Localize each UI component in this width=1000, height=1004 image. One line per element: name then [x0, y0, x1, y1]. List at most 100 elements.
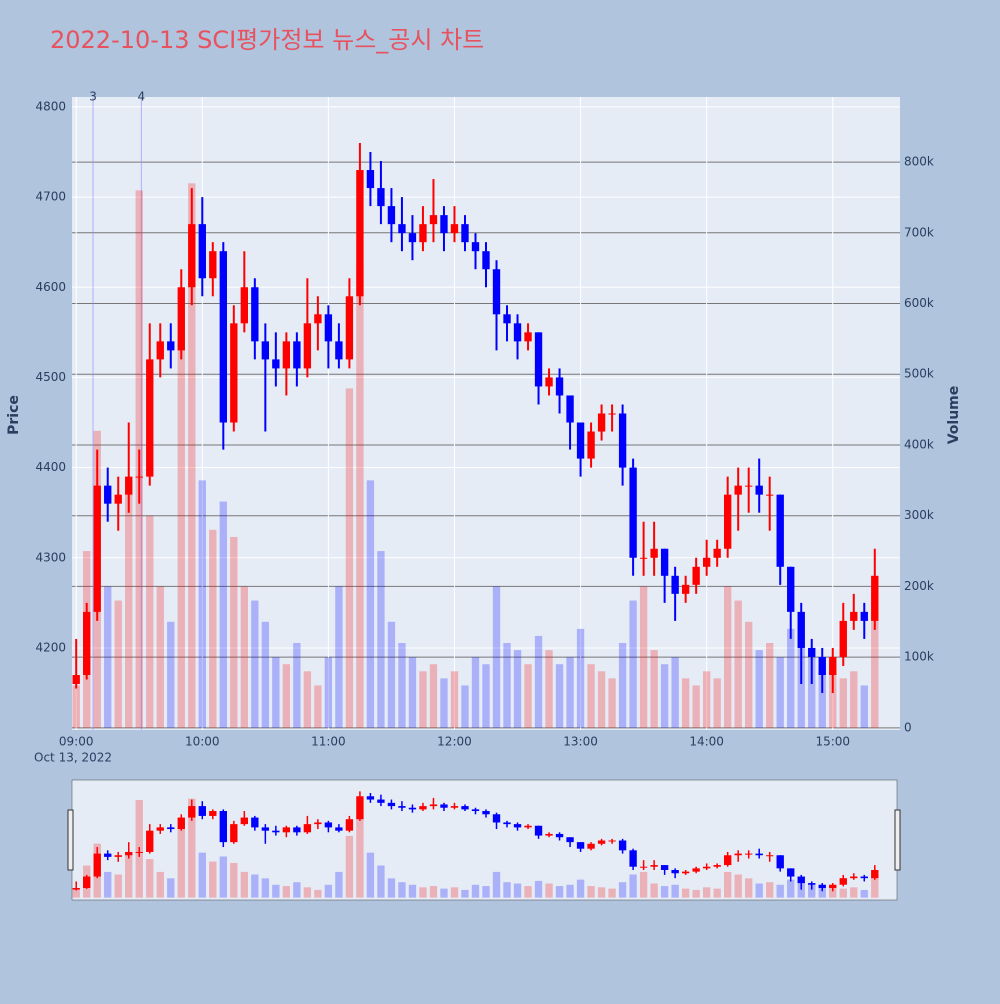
slider-body — [83, 876, 91, 889]
slider-volume-bar — [702, 887, 711, 898]
slider-body — [198, 806, 206, 816]
candle-body — [366, 170, 375, 189]
volume-bar — [335, 586, 343, 728]
slider-volume-bar — [440, 888, 448, 898]
slider-handle[interactable] — [894, 809, 901, 871]
volume-bar — [293, 643, 301, 728]
slider-body — [587, 843, 595, 849]
candle-body — [314, 314, 322, 324]
slider-body — [104, 853, 112, 857]
slider-body — [356, 796, 364, 820]
volume-bar — [660, 664, 669, 728]
candle-body — [534, 332, 543, 387]
slider-handle[interactable] — [67, 809, 74, 871]
volume-bar — [513, 650, 522, 728]
volume-bar — [576, 628, 585, 728]
candle-body — [734, 485, 742, 495]
slider-volume-bar — [524, 886, 532, 898]
slider-volume-bar — [461, 889, 469, 898]
slider-volume-bar — [377, 865, 385, 898]
candle-body — [251, 287, 259, 342]
candle-body — [818, 656, 826, 675]
slider-body — [419, 806, 427, 810]
slider-volume-bar — [408, 884, 417, 898]
volume-bar — [72, 685, 80, 728]
slider-volume-bar — [188, 798, 196, 898]
candle-body — [745, 485, 753, 487]
slider-volume-bar — [545, 883, 553, 898]
slider-body — [492, 814, 501, 823]
slider-volume-bar — [219, 856, 227, 898]
candle-body — [356, 170, 364, 297]
slider-body — [829, 884, 837, 889]
slider-body — [692, 868, 700, 872]
slider-volume-bar — [639, 871, 648, 898]
volume-bar — [608, 678, 616, 728]
slider-volume-bar — [723, 871, 732, 898]
candle-body — [471, 242, 480, 252]
slider-body — [808, 883, 816, 885]
slider-volume-bar — [125, 852, 133, 898]
candle-body — [303, 323, 312, 369]
candle-body — [860, 611, 868, 621]
slider-body — [713, 865, 721, 867]
volume-bar — [482, 664, 490, 728]
y2-tick-label: 100k — [904, 650, 934, 664]
x-tick-label: 09:00 — [59, 735, 94, 749]
slider-body — [745, 853, 753, 855]
slider-body — [545, 833, 553, 836]
slider-body — [345, 819, 354, 831]
slider-body — [135, 851, 143, 853]
slider-volume-bar — [293, 882, 301, 898]
slider-volume-bar — [513, 883, 522, 898]
candle-body — [135, 476, 143, 478]
slider-volume-bar — [492, 871, 501, 898]
slider-volume-bar — [450, 887, 459, 898]
x-tick-label: 12:00 — [437, 735, 472, 749]
slider-volume-bar — [282, 886, 291, 898]
y2-tick-label: 400k — [904, 437, 934, 451]
candle-body — [839, 620, 847, 657]
slider-volume-bar — [745, 878, 753, 898]
candle-body — [450, 224, 459, 234]
candle-body — [723, 494, 732, 549]
candle-body — [660, 548, 669, 576]
volume-bar — [492, 586, 501, 728]
slider-body — [377, 799, 385, 803]
slider-volume-bar — [345, 835, 354, 898]
slider-body — [461, 806, 469, 810]
volume-bar — [597, 671, 606, 728]
candle-body — [671, 575, 679, 594]
slider-body — [366, 796, 375, 800]
candle-body — [156, 341, 164, 360]
slider-volume-bar — [324, 884, 333, 898]
slider-volume-bar — [240, 871, 249, 898]
slider-volume-bar — [198, 852, 206, 898]
candle-body — [618, 413, 627, 468]
slider-body — [125, 851, 133, 856]
volume-bar — [167, 621, 175, 728]
slider-volume-bar — [597, 887, 606, 898]
volume-bar — [787, 628, 795, 728]
candle-body — [587, 431, 595, 459]
volume-bar — [188, 183, 196, 728]
slider-body — [776, 855, 784, 869]
slider-body — [503, 822, 511, 825]
candle-body — [230, 323, 238, 423]
volume-bar — [324, 657, 333, 728]
candle-body — [114, 494, 122, 504]
slider-body — [450, 806, 459, 808]
candle-body — [576, 422, 585, 459]
slider-body — [555, 833, 564, 838]
volume-bar — [471, 657, 480, 728]
candle-body — [272, 359, 280, 369]
slider-body — [177, 817, 185, 830]
y2-tick-label: 500k — [904, 367, 934, 381]
plot-area — [72, 97, 900, 730]
candle-body — [755, 485, 763, 495]
candle-body — [377, 188, 385, 207]
candle-body — [639, 557, 648, 559]
volume-bar — [104, 586, 112, 728]
y-tick-label: 4400 — [35, 460, 66, 474]
candle-body — [219, 251, 227, 423]
